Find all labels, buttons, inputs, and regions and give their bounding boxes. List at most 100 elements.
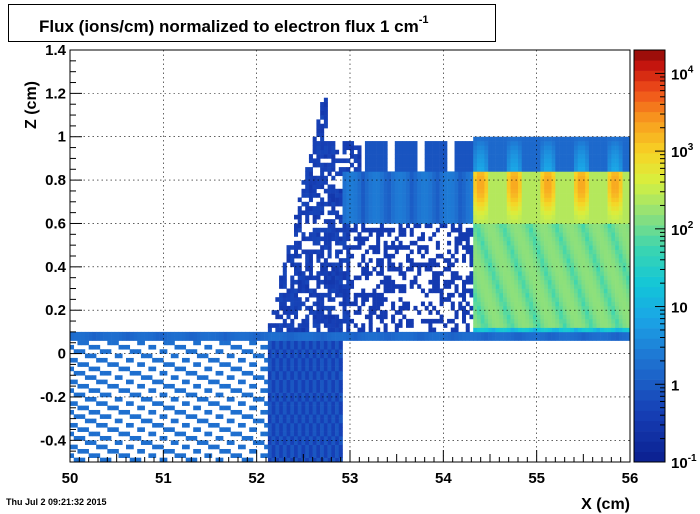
heatmap-cell: [562, 275, 567, 281]
heatmap-cell: [327, 353, 332, 359]
heatmap-cell: [286, 435, 291, 441]
heatmap-cell: [402, 154, 407, 159]
heatmap-cell: [122, 453, 127, 458]
heatmap-cell: [536, 175, 541, 181]
heatmap-cell: [454, 236, 459, 242]
heatmap-cell: [525, 149, 530, 155]
heatmap-cell: [473, 288, 478, 294]
heatmap-cell: [353, 180, 358, 185]
heatmap-cell: [420, 253, 425, 259]
heatmap-cell: [286, 396, 291, 402]
heatmap-cell: [73, 336, 78, 341]
heatmap-cell: [223, 340, 228, 346]
heatmap-cell: [551, 171, 556, 177]
heatmap-cell: [279, 292, 284, 298]
heatmap-cell: [544, 305, 549, 311]
heatmap-cell: [323, 448, 328, 454]
heatmap-cell: [488, 262, 493, 268]
heatmap-cell: [290, 418, 295, 424]
heatmap-cell: [353, 301, 358, 307]
heatmap-cell: [476, 145, 481, 151]
heatmap-cell: [495, 327, 500, 333]
heatmap-cell: [596, 197, 601, 203]
heatmap-cell: [424, 318, 429, 324]
heatmap-cell: [406, 201, 411, 207]
heatmap-cell: [286, 392, 291, 398]
heatmap-cell: [424, 141, 429, 146]
heatmap-cell: [256, 396, 261, 402]
heatmap-cell: [282, 401, 287, 406]
heatmap-cell: [342, 297, 347, 302]
heatmap-cell: [267, 336, 272, 341]
heatmap-cell: [630, 276, 634, 281]
heatmap-cell: [495, 301, 500, 307]
heatmap-cell: [585, 305, 590, 311]
heatmap-cell: [574, 284, 579, 289]
heatmap-cell: [417, 236, 422, 242]
heatmap-cell: [353, 201, 358, 207]
heatmap-cell: [476, 188, 481, 194]
heatmap-cell: [331, 388, 336, 393]
heatmap-cell: [413, 193, 418, 198]
heatmap-cell: [305, 249, 310, 255]
heatmap-cell: [570, 227, 575, 233]
heatmap-cell: [226, 375, 231, 380]
heatmap-cell: [596, 219, 601, 224]
heatmap-cell: [577, 240, 582, 246]
heatmap-cell: [439, 206, 444, 211]
heatmap-cell: [372, 210, 377, 216]
heatmap-cell: [320, 444, 325, 450]
heatmap-cell: [167, 340, 172, 346]
heatmap-cell: [137, 340, 142, 346]
heatmap-cell: [622, 310, 627, 315]
heatmap-cell: [469, 219, 474, 224]
heatmap-cell: [592, 223, 597, 229]
heatmap-cell: [547, 336, 552, 341]
heatmap-cell: [402, 145, 407, 151]
heatmap-cell: [596, 305, 601, 311]
heatmap-cell: [465, 197, 470, 203]
heatmap-cell: [555, 188, 560, 194]
heatmap-cell: [249, 448, 254, 454]
heatmap-cell: [126, 331, 131, 337]
heatmap-cell: [439, 219, 444, 224]
heatmap-cell: [279, 370, 284, 376]
heatmap-cell: [525, 162, 530, 168]
heatmap-cell: [447, 292, 452, 298]
heatmap-cell: [301, 340, 306, 346]
heatmap-cell: [532, 314, 537, 320]
heatmap-cell: [312, 275, 317, 281]
heatmap-cell: [447, 214, 452, 220]
heatmap-cell: [312, 136, 317, 142]
heatmap-cell: [495, 154, 500, 159]
heatmap-cell: [331, 297, 336, 302]
heatmap-cell: [435, 279, 440, 285]
heatmap-cell: [279, 340, 284, 346]
heatmap-cell: [577, 305, 582, 311]
heatmap-cell: [574, 331, 579, 337]
heatmap-cell: [581, 154, 586, 159]
heatmap-cell: [279, 357, 284, 363]
heatmap-cell: [443, 171, 448, 177]
heatmap-cell: [249, 349, 254, 354]
heatmap-cell: [323, 175, 328, 181]
heatmap-cell: [611, 141, 616, 146]
heatmap-cell: [532, 193, 537, 198]
heatmap-cell: [435, 288, 440, 294]
heatmap-cell: [626, 175, 630, 181]
heatmap-cell: [279, 388, 284, 393]
heatmap-cell: [529, 288, 534, 294]
heatmap-cell: [603, 145, 608, 151]
heatmap-cell: [305, 453, 310, 458]
heatmap-cell: [290, 379, 295, 385]
heatmap-cell: [503, 253, 508, 259]
heatmap-cell: [364, 145, 369, 151]
heatmap-cell: [409, 162, 414, 168]
heatmap-cell: [305, 431, 310, 437]
heatmap-cell: [286, 336, 291, 341]
heatmap-cell: [88, 418, 93, 424]
heatmap-cell: [376, 245, 381, 250]
heatmap-cell: [540, 240, 545, 246]
heatmap-cell: [603, 167, 608, 172]
heatmap-cell: [577, 314, 582, 320]
